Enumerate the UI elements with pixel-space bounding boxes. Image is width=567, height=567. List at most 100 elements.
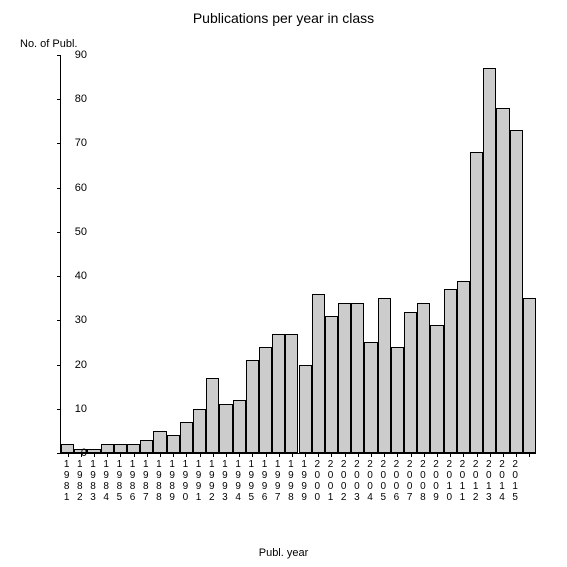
- y-tick-label: 50: [62, 226, 87, 238]
- bar: [351, 303, 364, 453]
- x-tick-mark: [305, 453, 306, 457]
- x-tick-label: 1994: [234, 459, 242, 503]
- x-tick-mark: [529, 453, 530, 457]
- bar: [246, 360, 259, 453]
- x-tick-label: 1997: [274, 459, 282, 503]
- x-tick-mark: [252, 453, 253, 457]
- y-tick-mark: [57, 453, 61, 454]
- x-tick-mark: [358, 453, 359, 457]
- x-tick-mark: [279, 453, 280, 457]
- x-tick-mark: [226, 453, 227, 457]
- y-tick-label: 80: [62, 93, 87, 105]
- x-tick-label: 1990: [181, 459, 189, 503]
- bar: [180, 422, 193, 453]
- x-tick-label: 2009: [432, 459, 440, 503]
- bar: [299, 365, 312, 453]
- chart-title: Publications per year in class: [0, 10, 567, 26]
- x-tick-label: 1999: [300, 459, 308, 503]
- y-tick-mark: [57, 188, 61, 189]
- x-tick-mark: [503, 453, 504, 457]
- bar: [325, 316, 338, 453]
- x-tick-label: 1992: [208, 459, 216, 503]
- bar: [496, 108, 509, 453]
- bar: [378, 298, 391, 453]
- y-tick-label: 90: [62, 49, 87, 61]
- x-tick-mark: [186, 453, 187, 457]
- x-tick-label: 2005: [379, 459, 387, 503]
- bar: [285, 334, 298, 453]
- x-tick-label: 1998: [287, 459, 295, 503]
- plot-area: [60, 55, 536, 454]
- bar: [127, 444, 140, 453]
- x-tick-mark: [437, 453, 438, 457]
- bar: [391, 347, 404, 453]
- bar: [233, 400, 246, 453]
- bar: [444, 289, 457, 453]
- x-axis-label: Publ. year: [0, 547, 567, 559]
- bar: [140, 440, 153, 453]
- x-tick-mark: [371, 453, 372, 457]
- x-tick-label: 1995: [247, 459, 255, 503]
- x-tick-mark: [463, 453, 464, 457]
- bar: [417, 303, 430, 453]
- x-tick-mark: [120, 453, 121, 457]
- y-tick-label: 40: [62, 270, 87, 282]
- x-tick-label: 2011: [458, 459, 466, 503]
- y-tick-label: 10: [62, 403, 87, 415]
- x-tick-label: 2014: [498, 459, 506, 503]
- bar: [364, 342, 377, 453]
- x-tick-label: 1989: [168, 459, 176, 503]
- bar: [523, 298, 536, 453]
- x-tick-label: 1983: [89, 459, 97, 503]
- x-tick-label: 2002: [340, 459, 348, 503]
- x-tick-mark: [173, 453, 174, 457]
- x-tick-mark: [490, 453, 491, 457]
- x-tick-mark: [411, 453, 412, 457]
- x-tick-label: 1987: [142, 459, 150, 503]
- y-tick-mark: [57, 232, 61, 233]
- y-tick-label: 20: [62, 359, 87, 371]
- bar: [219, 404, 232, 453]
- y-tick-mark: [57, 99, 61, 100]
- y-tick-label: 70: [62, 137, 87, 149]
- x-tick-label: 1985: [115, 459, 123, 503]
- y-tick-mark: [57, 55, 61, 56]
- x-tick-mark: [450, 453, 451, 457]
- bar: [457, 281, 470, 453]
- bar: [470, 152, 483, 453]
- x-tick-mark: [318, 453, 319, 457]
- x-tick-label: 2015: [511, 459, 519, 503]
- x-tick-label: 2013: [485, 459, 493, 503]
- x-tick-label: 2000: [313, 459, 321, 503]
- y-tick-mark: [57, 320, 61, 321]
- x-tick-mark: [213, 453, 214, 457]
- bar: [272, 334, 285, 453]
- y-tick-mark: [57, 365, 61, 366]
- bar: [101, 444, 114, 453]
- x-tick-mark: [107, 453, 108, 457]
- x-tick-label: 2012: [472, 459, 480, 503]
- bar: [510, 130, 523, 453]
- bar: [193, 409, 206, 453]
- x-tick-label: 1988: [155, 459, 163, 503]
- x-tick-label: 1982: [76, 459, 84, 503]
- x-tick-label: 2001: [326, 459, 334, 503]
- x-tick-mark: [397, 453, 398, 457]
- x-tick-label: 1984: [102, 459, 110, 503]
- x-tick-label: 2006: [392, 459, 400, 503]
- x-tick-mark: [384, 453, 385, 457]
- bar: [167, 435, 180, 453]
- x-tick-mark: [477, 453, 478, 457]
- x-tick-label: 1996: [261, 459, 269, 503]
- x-tick-mark: [134, 453, 135, 457]
- x-tick-label: 1981: [63, 459, 71, 503]
- x-tick-label: 2007: [406, 459, 414, 503]
- bar: [483, 68, 496, 453]
- x-tick-mark: [239, 453, 240, 457]
- x-tick-mark: [331, 453, 332, 457]
- y-tick-label: 60: [62, 182, 87, 194]
- bar: [430, 325, 443, 453]
- x-tick-label: 1991: [195, 459, 203, 503]
- bar: [206, 378, 219, 453]
- bar: [153, 431, 166, 453]
